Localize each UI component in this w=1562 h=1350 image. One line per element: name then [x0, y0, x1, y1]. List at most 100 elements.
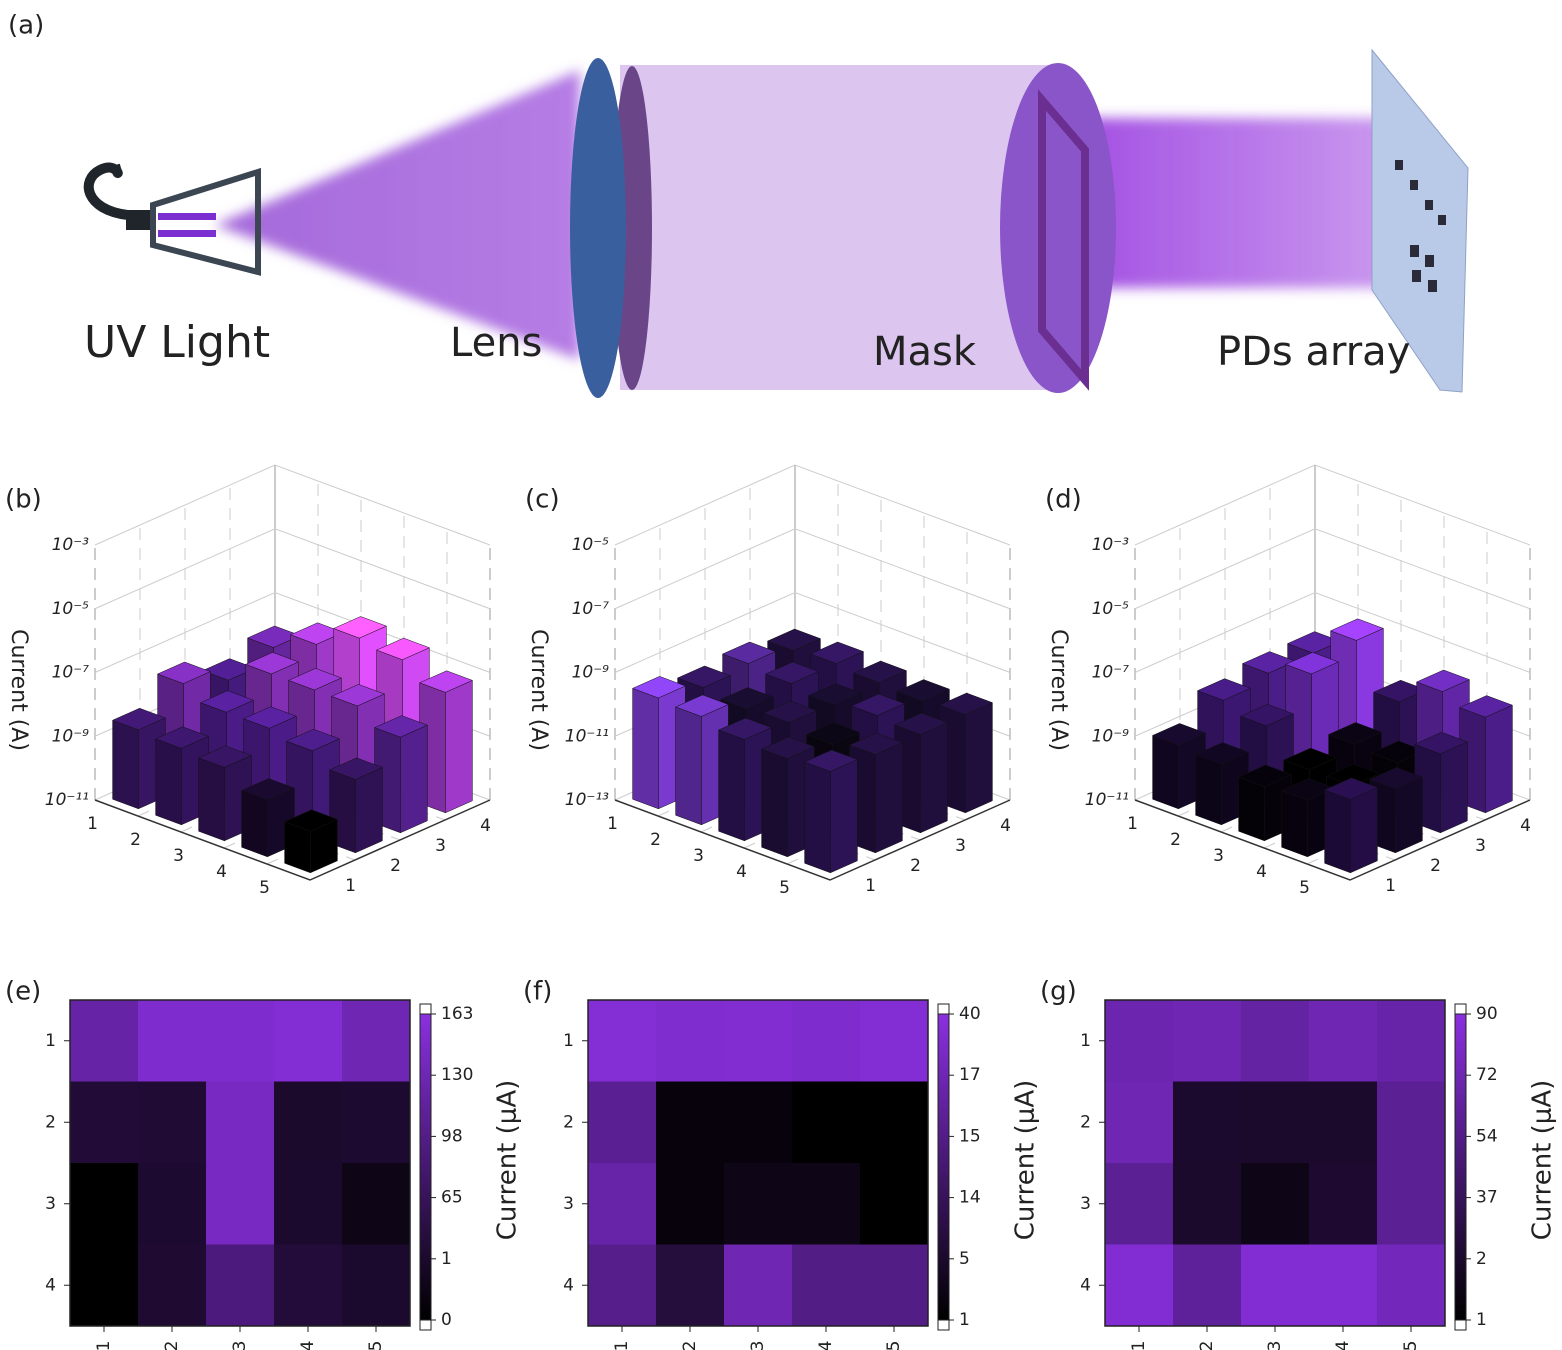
colorbar-tick-label: 15 [959, 1126, 981, 1146]
y-tick-label: 2 [1430, 856, 1441, 876]
panel-label: (e) [5, 977, 41, 1007]
colorbar-tick-label: 72 [1476, 1065, 1498, 1085]
colorbar-cap [1454, 1319, 1467, 1331]
bar-face [1485, 704, 1513, 814]
bar-face [1239, 703, 1295, 727]
y-tick-label: 4 [1000, 816, 1011, 836]
colorbar-tick-label: 1 [959, 1310, 970, 1330]
bar-face [445, 679, 473, 814]
colorbar-tick-label: 14 [959, 1188, 981, 1208]
heatmap-cell [1309, 1244, 1378, 1327]
heatmap-cell [860, 1244, 929, 1327]
bar-face [283, 809, 339, 832]
setup-diagram: (a) UV Light Lens Mask PDs array [8, 11, 1469, 398]
mask-window [1038, 89, 1089, 391]
colorbar-tick-label: 1 [1476, 1310, 1487, 1330]
bar-face [1458, 695, 1514, 718]
x-tick-label: 3 [173, 846, 184, 866]
y-tick-label: 3 [955, 836, 966, 856]
component-label: Mask [873, 329, 977, 375]
bar-face [965, 702, 993, 814]
bar-face [1368, 767, 1424, 790]
colorbar-tick-label: 65 [441, 1188, 463, 1208]
grid-line [614, 464, 1011, 546]
z-tick-label: 10⁻⁹ [572, 663, 610, 683]
colorbar-cap [937, 1003, 950, 1015]
heatmap-cell [1105, 1163, 1174, 1245]
bar-face [804, 761, 831, 874]
y-tick-label: 1 [345, 876, 356, 896]
grid-line [1134, 591, 1531, 673]
colorbar [937, 1013, 950, 1321]
heatmap-cell [1173, 1244, 1242, 1327]
axis-line [1134, 799, 1531, 881]
bar-face [1415, 669, 1471, 692]
heatmap-cell [588, 1244, 657, 1327]
y-tick-label: 2 [563, 1112, 574, 1132]
x-tick-label: 1 [87, 814, 98, 834]
bar-face [328, 757, 384, 780]
bar-face [1152, 735, 1179, 810]
y-tick-label: 4 [1080, 1275, 1091, 1295]
colorbar-cap [419, 1003, 432, 1015]
bar-face [1194, 742, 1250, 765]
z-axis-label: Current (A) [1046, 629, 1071, 751]
y-tick-label: 3 [1080, 1194, 1091, 1214]
colorbar [1454, 1013, 1467, 1321]
lamp-plug [126, 210, 152, 230]
grid-line [94, 464, 491, 546]
bar-face [1196, 678, 1252, 701]
bar-face [198, 757, 225, 842]
heatmap-cell [792, 1081, 861, 1164]
y-tick-label: 1 [563, 1031, 574, 1051]
bar-face [244, 652, 300, 675]
heatmap-cell [342, 1163, 411, 1245]
heatmap-cell [656, 1000, 725, 1082]
heatmap-cell [860, 1163, 929, 1245]
heatmap-cell [1309, 1000, 1378, 1082]
y-tick-label: 4 [480, 816, 491, 836]
bar-face [766, 628, 822, 651]
heatmap-cell [274, 1000, 343, 1082]
x-tick-label: 3 [1213, 846, 1224, 866]
colorbar-tick-label: 98 [441, 1126, 463, 1146]
light-cylinder [620, 65, 1060, 390]
colorbar-tick-label: 37 [1476, 1188, 1498, 1208]
heatmap-cell [588, 1000, 657, 1082]
axis-line [614, 799, 1011, 881]
bar-face [112, 719, 139, 810]
x-tick-label: 4 [1256, 862, 1267, 882]
bar-face [895, 679, 951, 702]
heatmap-cell [1241, 1000, 1310, 1082]
heatmap-cell [1377, 1244, 1446, 1327]
z-tick-label: 10⁻¹¹ [45, 790, 89, 810]
heatmap-cell [1105, 1000, 1174, 1082]
x-tick-label: 2 [1197, 1341, 1217, 1350]
bar-face [373, 715, 429, 738]
z-tick-label: 10⁻⁹ [52, 726, 90, 746]
colorbar-tick-label: 17 [959, 1065, 981, 1085]
heatmap-cell [792, 1244, 861, 1327]
x-tick-label: 1 [607, 814, 618, 834]
heatmap-cell [1309, 1081, 1378, 1164]
bar [283, 809, 339, 874]
z-tick-label: 10⁻⁷ [572, 599, 610, 619]
colorbar-tick-label: 40 [959, 1004, 981, 1024]
heatmap-cell [1377, 1000, 1446, 1082]
x-tick-label: 5 [1401, 1341, 1421, 1350]
y-tick-label: 4 [1520, 816, 1531, 836]
colorbar-tick-label: 54 [1476, 1126, 1498, 1146]
component-label: PDs array [1217, 329, 1410, 375]
pd-devices [1395, 160, 1446, 292]
y-tick-label: 1 [865, 876, 876, 896]
component-label: UV Light [84, 317, 270, 368]
bar-face [938, 692, 994, 715]
y-tick-label: 1 [45, 1031, 56, 1051]
light-beams [1090, 118, 1420, 288]
lamp-reflector [150, 167, 261, 276]
heatmap-cell [1105, 1244, 1174, 1327]
heatmap-cell [342, 1244, 411, 1327]
heatmap-cell [656, 1081, 725, 1164]
heatmap-cell [656, 1244, 725, 1327]
bar-face [1195, 754, 1222, 826]
